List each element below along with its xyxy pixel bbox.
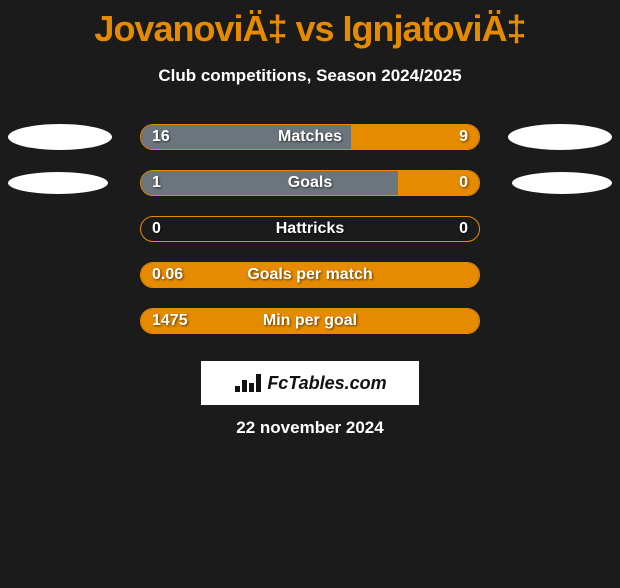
logo-box: FcTables.com — [201, 361, 419, 405]
page-subtitle: Club competitions, Season 2024/2025 — [0, 66, 620, 86]
stat-row: Hattricks0 0 — [0, 216, 620, 242]
bar-left-value: 16 — [152, 124, 170, 150]
bar-left-value: 0.06 — [152, 262, 183, 288]
bar-category-label: Hattricks — [140, 216, 480, 242]
bar-category-label: Goals — [140, 170, 480, 196]
bars-icon — [233, 372, 261, 394]
stat-row: Min per goal1475 — [0, 308, 620, 334]
page-title: JovanoviÄ‡ vs IgnjatoviÄ‡ — [0, 8, 620, 50]
stat-row: Matches16 9 — [0, 124, 620, 150]
bar-left-value: 1475 — [152, 308, 188, 334]
stat-row: Goals1 0 — [0, 170, 620, 196]
bar-right-value: 0 — [459, 216, 468, 242]
bar-category-label: Goals per match — [140, 262, 480, 288]
logo-text: FcTables.com — [267, 373, 386, 394]
bar-right-value: 0 — [459, 170, 468, 196]
bar-left-value: 1 — [152, 170, 161, 196]
bar-category-label: Min per goal — [140, 308, 480, 334]
stat-row: Goals per match0.06 — [0, 262, 620, 288]
left-ellipse — [8, 124, 112, 150]
right-ellipse — [512, 172, 612, 194]
left-ellipse — [8, 172, 108, 194]
bar-right-value: 9 — [459, 124, 468, 150]
bar-left-value: 0 — [152, 216, 161, 242]
bar-category-label: Matches — [140, 124, 480, 150]
date-label: 22 november 2024 — [0, 418, 620, 438]
right-ellipse — [508, 124, 612, 150]
